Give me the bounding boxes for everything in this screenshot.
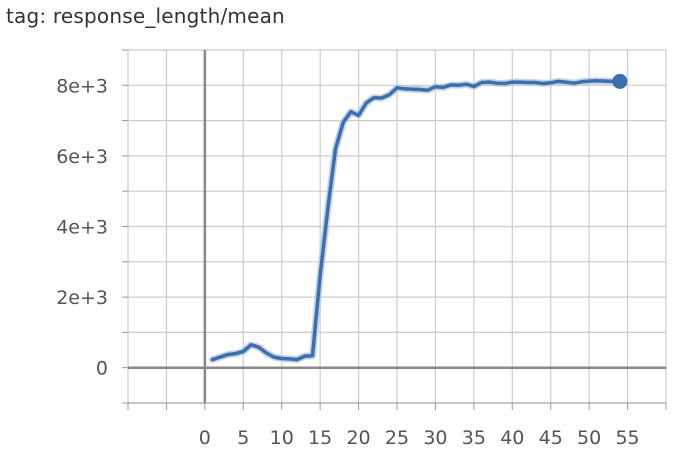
data-point [488,80,491,84]
data-point [603,79,606,83]
data-point [388,93,391,97]
data-point [418,88,422,91]
x-tick-label: 40 [500,427,524,449]
chart-title: tag: response_length/mean [6,4,285,28]
data-point [265,351,268,355]
data-point [449,83,452,87]
data-point [411,87,414,91]
data-point [595,79,599,82]
y-tick-label: 6e+3 [56,146,108,168]
data-point [518,80,522,84]
x-tick-label: 35 [462,427,486,449]
grid [127,49,667,404]
data-point [457,84,460,87]
x-tick-label: 50 [577,427,601,449]
y-tick-label: 4e+3 [56,217,108,239]
data-point [503,82,506,85]
x-tick-label: 0 [199,427,211,449]
data-point [372,96,376,99]
data-point [288,357,291,361]
x-tick-label: 10 [270,427,294,449]
series-raw-line [209,77,624,364]
y-tick-label: 0 [96,358,108,380]
x-tick-label: 15 [308,427,332,449]
x-tick-label: 45 [539,427,563,449]
data-point [326,207,330,211]
data-point [572,81,575,85]
data-point [234,352,237,355]
data-point [580,80,583,83]
data-point [495,81,499,85]
data-point [549,81,552,85]
data-point [464,83,468,86]
data-point [564,80,568,84]
data-point [257,346,260,349]
x-tick-label: 55 [615,427,639,449]
data-point [334,147,337,151]
data-point [534,81,537,84]
data-point [480,81,483,84]
data-point [472,85,476,88]
x-tick-label: 20 [346,427,370,449]
data-point [541,82,545,85]
data-point [280,357,283,360]
data-point [242,350,245,353]
data-point [249,343,253,346]
y-tick-label: 2e+3 [56,287,108,309]
data-point [349,110,353,113]
y-tick-label: 8e+3 [56,75,108,97]
series [209,73,628,364]
data-point [318,274,322,278]
data-point [342,121,345,124]
data-point [441,86,445,89]
data-point [526,81,529,84]
data-point [226,353,230,356]
x-tick-labels: 0 5 10 15 20 25 30 35 40 45 50 55 [199,427,640,449]
y-tick-labels: 0 2e+3 4e+3 6e+3 8e+3 [56,75,108,379]
x-tick-label: 30 [423,427,447,449]
data-point [380,96,383,100]
data-point [311,354,314,357]
data-point [357,114,360,117]
last-point-marker [612,73,628,89]
data-point [303,354,306,358]
data-point [395,86,399,89]
data-point [403,87,406,91]
data-point [211,358,214,361]
x-tick-label: 25 [385,427,409,449]
series-line [210,78,622,362]
data-point [434,85,437,88]
data-point [511,80,514,84]
data-point [295,358,299,361]
data-point [365,101,368,105]
data-point [272,355,276,359]
data-point [557,80,560,83]
x-tick-label: 5 [237,427,249,449]
axes [122,49,667,410]
data-point [219,355,222,359]
data-point [587,79,591,83]
data-point [426,89,429,92]
